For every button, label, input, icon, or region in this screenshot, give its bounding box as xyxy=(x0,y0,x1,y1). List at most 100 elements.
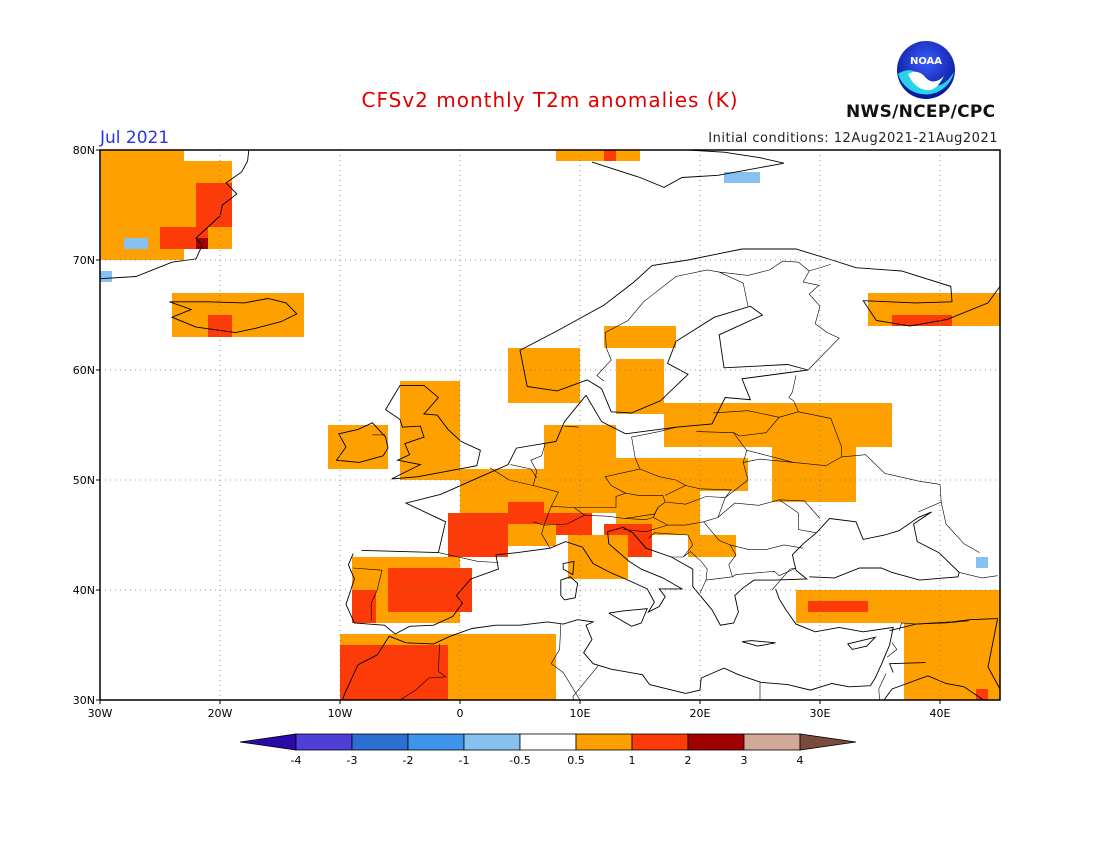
anomaly-cell xyxy=(196,238,208,249)
longitude-tick-label: 10W xyxy=(328,707,353,720)
anomaly-cell xyxy=(124,238,148,249)
colorbar-segment xyxy=(743,733,801,751)
coastlines xyxy=(100,150,1000,700)
country-border xyxy=(809,264,831,272)
country-border xyxy=(779,499,821,519)
colorbar-label: -1 xyxy=(459,754,470,767)
anomaly-cell xyxy=(892,315,952,326)
colorbar-label: -3 xyxy=(347,754,358,767)
country-border xyxy=(683,551,708,594)
coastline xyxy=(883,675,985,700)
country-border xyxy=(550,624,581,700)
initial-conditions-label: Initial conditions: 12Aug2021-21Aug2021 xyxy=(708,131,998,146)
longitude-tick-label: 20E xyxy=(690,707,711,720)
latitude-tick-label: 60N xyxy=(73,364,95,377)
map-axis-ticks: 30W 20W 10W 0 10E 20E 30E 40E 30N 40N 50N 60N 70N 80N xyxy=(73,144,951,720)
anomaly-cell xyxy=(772,447,856,502)
coastline xyxy=(335,422,389,463)
longitude-tick-label: 20W xyxy=(208,707,233,720)
colorbar-label: 3 xyxy=(741,754,748,767)
coastline xyxy=(847,636,877,650)
country-border xyxy=(746,450,794,463)
coastline xyxy=(591,150,785,188)
country-border xyxy=(631,426,677,438)
country-border xyxy=(623,524,668,533)
colorbar-label: -2 xyxy=(403,754,414,767)
country-border xyxy=(959,572,998,579)
coastline xyxy=(608,608,648,627)
colorbar-segment xyxy=(407,733,465,751)
colorbar-segment xyxy=(351,733,409,751)
country-border xyxy=(604,437,641,494)
coastline xyxy=(889,618,998,632)
colorbar-lower-arrow xyxy=(239,733,297,751)
map-gridlines xyxy=(100,150,1000,700)
anomaly-cell xyxy=(172,293,304,337)
anomaly-cell xyxy=(976,557,988,568)
colorbar-segment xyxy=(687,733,745,751)
coastline xyxy=(169,298,298,334)
noaa-logo-graphic: NOAA xyxy=(897,41,955,99)
country-border xyxy=(510,464,538,478)
longitude-tick-label: 30E xyxy=(810,707,831,720)
longitude-tick-label: 30W xyxy=(88,707,113,720)
latitude-tick-label: 40N xyxy=(73,584,95,597)
country-border xyxy=(713,410,780,418)
colorbar-label: -0.5 xyxy=(509,754,530,767)
anomaly-cell xyxy=(976,689,988,700)
coastline xyxy=(100,150,250,280)
colorbar-label: 4 xyxy=(797,754,804,767)
longitude-tick-label: 0 xyxy=(457,707,464,720)
country-border xyxy=(438,552,499,563)
country-border xyxy=(705,570,780,581)
coastline xyxy=(560,576,579,601)
country-border xyxy=(541,525,551,549)
anomaly-cell xyxy=(100,271,112,282)
country-border xyxy=(648,532,694,558)
country-border xyxy=(887,642,898,658)
colorbar-segment xyxy=(295,733,353,751)
anomaly-cell xyxy=(424,689,448,700)
country-border xyxy=(898,620,969,631)
anomaly-cell xyxy=(508,348,580,403)
country-border xyxy=(624,517,654,520)
colorbar-segment xyxy=(631,733,689,751)
noaa-logo-text: NOAA xyxy=(910,56,942,67)
colorbar-segment xyxy=(463,733,521,751)
coastline xyxy=(361,248,1000,554)
colorbar-segment xyxy=(575,733,633,751)
anomaly-cell xyxy=(196,183,232,227)
country-border xyxy=(878,673,887,700)
anomaly-cell xyxy=(328,425,388,469)
anomaly-cell xyxy=(604,150,616,161)
coastline xyxy=(562,560,575,576)
country-border xyxy=(696,431,748,463)
anomaly-cell xyxy=(724,172,760,183)
latitude-tick-label: 70N xyxy=(73,254,95,267)
map-frame xyxy=(99,149,1001,701)
colorbar-label: 1 xyxy=(629,754,636,767)
anomaly-cell xyxy=(604,326,676,348)
anomaly-cell xyxy=(688,535,736,557)
country-border xyxy=(399,643,447,700)
noaa-logo: NOAA xyxy=(896,40,956,104)
country-border xyxy=(940,501,980,553)
country-border xyxy=(719,260,840,371)
anomaly-cell xyxy=(904,623,1000,700)
colorbar-segment xyxy=(519,733,577,751)
colorbar-label: -4 xyxy=(291,754,302,767)
country-border xyxy=(574,492,666,519)
colorbar-upper-arrow xyxy=(799,733,857,751)
longitude-tick-label: 40E xyxy=(930,707,951,720)
anomaly-cell xyxy=(400,381,460,480)
latitude-tick-label: 80N xyxy=(73,144,95,157)
coastline xyxy=(741,640,776,647)
country-border xyxy=(798,411,842,457)
latitude-tick-label: 50N xyxy=(73,474,95,487)
country-border xyxy=(729,544,804,550)
anomaly-cell xyxy=(352,590,376,623)
colorbar-label: 0.5 xyxy=(567,754,585,767)
map-title: CFSv2 monthly T2m anomalies (K) xyxy=(361,88,739,112)
country-border xyxy=(717,499,817,534)
